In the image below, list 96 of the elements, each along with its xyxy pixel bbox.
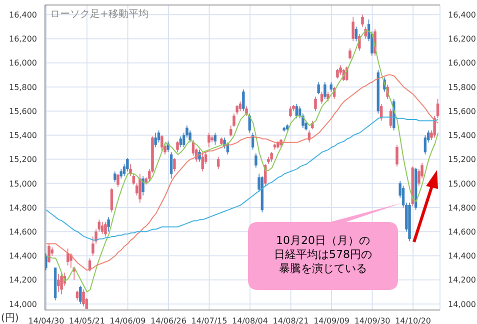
x-tick-label: 14/05/21	[69, 316, 105, 324]
candlestick	[201, 152, 204, 172]
candlestick	[361, 14, 364, 28]
y-tick-label: 14,200	[9, 276, 37, 285]
candlestick	[324, 82, 326, 100]
y2-tick-label: 16,400	[448, 10, 476, 20]
x-tick-label: 14/06/09	[110, 316, 146, 324]
y2-tick-label: 16,000	[448, 58, 476, 68]
candlestick	[214, 132, 217, 146]
x-tick-label: 14/09/09	[314, 316, 350, 324]
candlestick	[110, 188, 114, 213]
candlestick	[82, 289, 85, 307]
y2-tick-label: 16,200	[448, 34, 476, 44]
candlestick	[254, 152, 258, 168]
candlestick	[251, 132, 254, 150]
candlestick	[126, 158, 129, 172]
y2-tick-label: 14,200	[448, 276, 476, 285]
candlestick	[348, 48, 352, 60]
candlestick	[132, 173, 136, 186]
x-tick-label: 14/06/26	[150, 316, 186, 324]
chart-title: ローソク足+移動平均	[50, 8, 148, 20]
x-tick-label: 14/07/15	[191, 316, 228, 324]
annotation: 10月20日（月）の	[276, 234, 370, 247]
candlestick	[57, 273, 60, 292]
candlestick	[116, 173, 120, 188]
candlestick	[352, 16, 354, 42]
y-tick-label: 15,200	[9, 155, 37, 164]
candlestick	[170, 152, 173, 179]
y-tick-label: 14,000	[9, 300, 37, 309]
candlestick	[66, 248, 70, 266]
y-axis-title: (円)	[1, 313, 19, 324]
y-tick-label: 14,600	[9, 227, 37, 236]
candlestick	[48, 243, 50, 264]
y-tick-label: 15,800	[9, 82, 37, 92]
candlestick	[173, 158, 176, 172]
candlestick	[154, 132, 157, 148]
candlestick	[142, 176, 144, 196]
y2-tick-label: 14,000	[448, 300, 476, 309]
y2-tick-label: 15,200	[448, 155, 476, 164]
candlestick	[129, 164, 132, 177]
y-tick-label: 16,400	[9, 10, 37, 20]
candlestick	[208, 132, 210, 148]
x-tick-label: 14/08/21	[272, 316, 309, 324]
candlestick	[389, 108, 392, 128]
candlestick	[289, 106, 292, 118]
candlestick	[114, 170, 116, 183]
x-tick-label: 14/04/30	[28, 316, 64, 324]
candlestick	[236, 104, 238, 116]
y2-tick-label: 14,600	[448, 227, 476, 236]
y2-tick-label: 15,600	[448, 106, 476, 116]
candlestick	[424, 134, 427, 155]
candlestick	[238, 101, 242, 112]
candlestick	[248, 113, 252, 134]
y-tick-label: 16,200	[9, 34, 37, 44]
x-tick-label: 14/09/30	[354, 316, 390, 324]
candlestick	[245, 106, 248, 116]
candlestick	[330, 82, 333, 92]
candlestick	[308, 130, 311, 143]
y2-tick-label: 15,000	[448, 179, 476, 188]
candlestick	[179, 136, 182, 148]
candlestick	[380, 103, 383, 122]
candlestick	[314, 96, 317, 112]
candlestick	[138, 173, 142, 204]
y2-tick-label: 14,800	[448, 203, 476, 212]
y-tick-label: 15,000	[9, 179, 37, 188]
annotation: 暴騰を演じている	[279, 262, 367, 275]
candlestick	[160, 134, 164, 152]
candlestick	[336, 68, 339, 79]
candlestick	[270, 152, 273, 162]
y-tick-label: 16,000	[9, 58, 37, 68]
candlestick	[295, 103, 298, 119]
candlestick	[107, 216, 110, 232]
x-tick-label: 14/08/04	[232, 316, 268, 324]
candlestick	[320, 91, 324, 104]
candlestick	[188, 130, 192, 143]
y2-tick-label: 15,800	[448, 82, 476, 92]
candlestick	[317, 82, 320, 95]
y-tick-label: 15,400	[9, 131, 37, 140]
candlestick	[104, 222, 107, 237]
y-tick-label: 15,600	[9, 106, 37, 116]
candlestick	[100, 222, 104, 234]
candlestick	[198, 149, 201, 162]
candlestick	[354, 26, 358, 42]
candlestick	[76, 290, 79, 301]
candlestick	[176, 140, 179, 152]
candlestick	[242, 88, 245, 112]
y2-tick-label: 14,400	[448, 252, 476, 261]
candlestick	[396, 144, 398, 167]
y-tick-label: 14,800	[9, 203, 37, 212]
y-tick-label: 14,400	[9, 252, 37, 261]
candlestick	[60, 272, 63, 295]
x-tick-label: 14/10/20	[395, 316, 432, 324]
y2-tick-label: 15,400	[448, 131, 476, 140]
candlestick	[216, 156, 220, 170]
annotation: 日経平均は578円の	[274, 248, 372, 261]
candlestick	[79, 285, 82, 304]
